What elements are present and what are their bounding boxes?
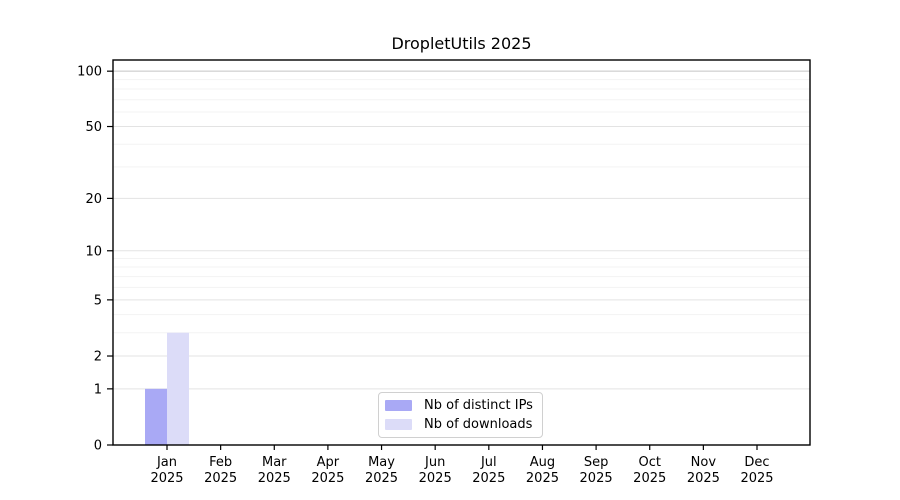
y-tick-label-2: 2: [94, 350, 102, 365]
x-tick-label-may: May: [368, 455, 395, 470]
y-tick-label-50: 50: [85, 120, 102, 135]
y-tick-label-1: 1: [94, 382, 102, 397]
y-tick-label-0: 0: [94, 439, 102, 454]
x-tick-year-mar: 2025: [258, 471, 291, 486]
bar-nb-of-distinct-ips-jan: [145, 388, 167, 445]
x-tick-label-sep: Sep: [584, 455, 609, 470]
legend-item-downloads: Nb of downloads: [385, 416, 536, 434]
legend: Nb of distinct IPs Nb of downloads: [378, 392, 543, 438]
x-tick-label-dec: Dec: [744, 455, 769, 470]
axes-frame: [112, 59, 811, 446]
chart-title: DropletUtils 2025: [391, 34, 532, 53]
x-tick-label-aug: Aug: [530, 455, 555, 470]
x-tick-year-may: 2025: [365, 471, 398, 486]
y-tick-label-20: 20: [85, 192, 102, 207]
x-tick-year-jan: 2025: [150, 471, 183, 486]
x-tick-year-sep: 2025: [580, 471, 613, 486]
x-tick-year-feb: 2025: [204, 471, 237, 486]
legend-swatch-distinct-ips: [385, 399, 412, 411]
x-tick-year-aug: 2025: [526, 471, 559, 486]
x-tick-label-nov: Nov: [691, 455, 717, 470]
x-tick-year-nov: 2025: [687, 471, 720, 486]
legend-label-downloads: Nb of downloads: [424, 417, 533, 433]
x-tick-label-jan: Jan: [156, 455, 177, 470]
x-tick-year-jul: 2025: [472, 471, 505, 486]
legend-label-distinct-ips: Nb of distinct IPs: [424, 397, 533, 413]
x-tick-label-jul: Jul: [480, 455, 497, 470]
x-tick-year-jun: 2025: [419, 471, 452, 486]
x-tick-label-feb: Feb: [209, 455, 232, 470]
x-tick-label-oct: Oct: [638, 455, 660, 470]
legend-swatch-downloads: [385, 419, 412, 431]
x-tick-year-apr: 2025: [311, 471, 344, 486]
bar-nb-of-downloads-jan: [167, 332, 189, 445]
legend-item-distinct-ips: Nb of distinct IPs: [385, 396, 536, 414]
y-tick-label-100: 100: [77, 65, 102, 80]
x-tick-year-oct: 2025: [633, 471, 666, 486]
x-tick-label-apr: Apr: [317, 455, 340, 470]
y-tick-label-5: 5: [94, 293, 102, 308]
x-tick-year-dec: 2025: [740, 471, 773, 486]
y-tick-label-10: 10: [85, 244, 102, 259]
x-tick-label-mar: Mar: [262, 455, 287, 470]
x-tick-label-jun: Jun: [424, 455, 445, 470]
